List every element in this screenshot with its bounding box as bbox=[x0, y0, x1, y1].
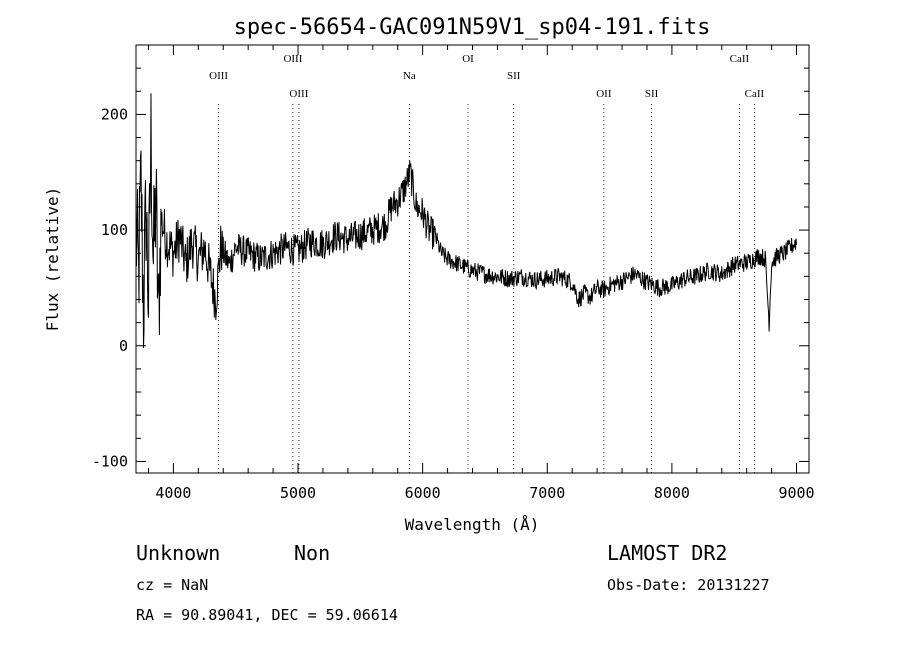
chart-title: spec-56654-GAC091N59V1_sp04-191.fits bbox=[234, 15, 711, 40]
survey-label: LAMOST DR2 bbox=[607, 541, 727, 565]
spectrum-line bbox=[135, 93, 797, 349]
x-tick-label: 5000 bbox=[280, 484, 316, 502]
obs-date-label: Obs-Date: 20131227 bbox=[607, 576, 770, 594]
spectral-line-label: CaII bbox=[745, 88, 765, 100]
spectral-line-label: OI bbox=[462, 53, 474, 65]
radec-label: RA = 90.89041, DEC = 59.06614 bbox=[136, 606, 398, 624]
y-tick-label: -100 bbox=[92, 452, 128, 470]
spectral-line-label: OIII bbox=[283, 53, 302, 65]
spectral-line-label: CaII bbox=[730, 53, 750, 65]
x-axis-label: Wavelength (Å) bbox=[405, 515, 540, 534]
class-label: Unknown bbox=[136, 541, 220, 565]
spectral-line-label: OIII bbox=[209, 70, 228, 82]
axis-ticks: 4000 5000 6000 7000 8000 9000 -100 0 100 200 bbox=[92, 45, 815, 502]
x-tick-label: 4000 bbox=[155, 484, 191, 502]
x-tick-label: 7000 bbox=[529, 484, 565, 502]
spectrum-series bbox=[135, 93, 797, 349]
x-tick-label: 6000 bbox=[405, 484, 441, 502]
spectral-line-label: OIII bbox=[289, 88, 308, 100]
spectral-line-label: SII bbox=[507, 70, 521, 82]
y-axis-label: Flux (relative) bbox=[43, 187, 62, 332]
y-tick-label: 200 bbox=[101, 105, 128, 123]
cz-label: cz = NaN bbox=[136, 576, 208, 594]
spectral-line-label: SII bbox=[645, 88, 659, 100]
spectral-line-label: OII bbox=[596, 88, 612, 100]
spectral-line-label: Na bbox=[403, 70, 416, 82]
y-tick-label: 0 bbox=[119, 337, 128, 355]
x-tick-label: 9000 bbox=[778, 484, 814, 502]
y-tick-label: 100 bbox=[101, 221, 128, 239]
x-tick-label: 8000 bbox=[654, 484, 690, 502]
plot-frame bbox=[135, 44, 810, 474]
subclass-label: Non bbox=[294, 541, 330, 565]
